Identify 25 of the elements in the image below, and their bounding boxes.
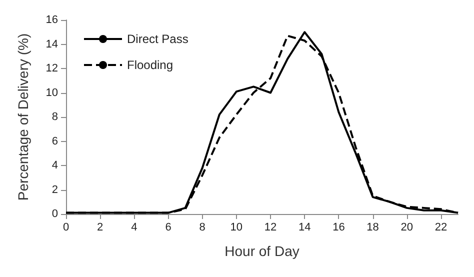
y-tick-label: 4: [52, 160, 58, 172]
x-tick-label: 8: [199, 222, 206, 234]
y-axis-title: Percentage of Delivery (%): [15, 33, 31, 201]
x-tick-label: 6: [165, 222, 172, 234]
x-tick-label: 12: [264, 222, 277, 234]
y-tick-label: 14: [46, 38, 58, 50]
y-tick-label: 10: [46, 86, 58, 99]
y-tick-label: 12: [46, 62, 58, 74]
x-tick-label: 16: [332, 222, 345, 234]
y-tick-label: 16: [46, 14, 58, 26]
x-tick-label: 0: [62, 222, 70, 234]
y-tick-label: 8: [52, 111, 58, 123]
x-tick-label: 2: [97, 222, 104, 234]
y-tick-label: 2: [52, 184, 58, 196]
y-tick-label: 0: [52, 208, 58, 220]
x-tick-label: 20: [400, 222, 413, 234]
x-tick-label: 4: [131, 222, 138, 234]
legend-label: Flooding: [127, 58, 174, 72]
x-tick-label: 18: [366, 222, 379, 234]
y-tick-label: 6: [52, 135, 58, 148]
x-tick-label: 10: [230, 222, 243, 234]
x-axis-title: Hour of Day: [224, 243, 300, 259]
x-tick-label: 14: [298, 222, 311, 234]
x-tick-label: 22: [434, 222, 448, 234]
legend-label: Direct Pass: [127, 32, 188, 46]
